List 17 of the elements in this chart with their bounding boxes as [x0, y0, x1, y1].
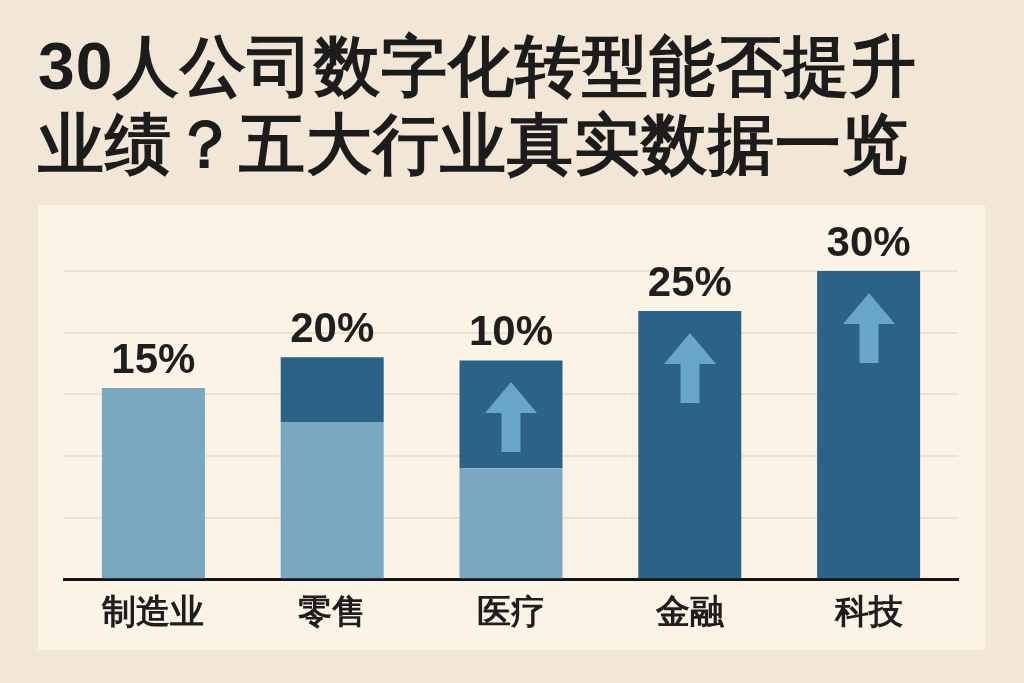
x-tick-label: 制造业	[101, 591, 205, 630]
bar	[280, 357, 384, 423]
bar	[101, 388, 205, 579]
x-tick-label: 科技	[833, 591, 903, 630]
annotation: 15%	[111, 335, 196, 383]
bar	[638, 311, 742, 579]
bar	[817, 271, 921, 579]
bar	[459, 468, 563, 579]
annotation: 30%	[826, 218, 911, 265]
x-tick-label: 零售	[298, 591, 367, 630]
x-tick-label: 金融	[654, 591, 725, 630]
chart-title: 30人公司数字化转型能否提升业绩？五大行业真实数据一览	[38, 28, 919, 183]
annotation: 25%	[647, 258, 732, 306]
annotation: 20%	[290, 304, 375, 352]
bar	[280, 422, 384, 579]
x-tick-label: 医疗	[477, 591, 545, 630]
annotation: 10%	[468, 307, 554, 355]
